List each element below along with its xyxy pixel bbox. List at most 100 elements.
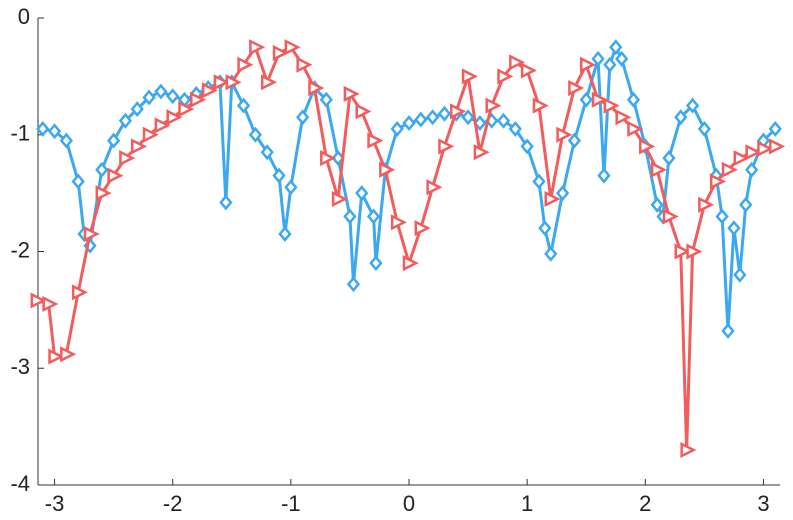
marker bbox=[556, 126, 573, 143]
marker bbox=[369, 255, 383, 272]
marker bbox=[597, 167, 611, 184]
marker bbox=[71, 173, 85, 190]
marker bbox=[461, 109, 475, 126]
marker bbox=[130, 138, 148, 155]
marker bbox=[674, 109, 688, 126]
marker bbox=[130, 101, 144, 118]
y-tick-label: -4 bbox=[10, 471, 30, 496]
marker bbox=[402, 255, 419, 272]
marker bbox=[591, 50, 605, 67]
marker bbox=[438, 138, 455, 155]
marker bbox=[414, 220, 431, 237]
marker bbox=[520, 138, 534, 155]
marker bbox=[544, 245, 558, 262]
marker bbox=[367, 132, 384, 149]
x-tick-label: -3 bbox=[45, 491, 65, 516]
marker bbox=[450, 103, 467, 120]
marker bbox=[284, 39, 301, 56]
marker bbox=[715, 208, 729, 225]
marker bbox=[639, 138, 656, 155]
marker bbox=[544, 190, 561, 207]
marker bbox=[685, 97, 700, 114]
marker bbox=[508, 120, 522, 137]
x-tick-label: 0 bbox=[403, 491, 415, 516]
series-line bbox=[36, 45, 776, 452]
marker bbox=[272, 45, 289, 62]
x-tick-label: 2 bbox=[639, 491, 651, 516]
marker bbox=[615, 109, 632, 126]
marker bbox=[568, 80, 585, 97]
marker bbox=[166, 88, 180, 105]
marker bbox=[346, 276, 361, 293]
marker bbox=[461, 68, 478, 85]
marker bbox=[366, 208, 381, 225]
marker bbox=[674, 243, 691, 260]
marker bbox=[154, 117, 171, 134]
marker bbox=[379, 161, 396, 178]
marker bbox=[567, 132, 582, 149]
marker bbox=[745, 144, 762, 161]
marker bbox=[60, 346, 77, 363]
x-tick-label: 3 bbox=[757, 491, 769, 516]
marker bbox=[603, 56, 617, 73]
marker bbox=[745, 161, 759, 178]
marker bbox=[662, 150, 676, 167]
marker bbox=[42, 296, 59, 313]
marker bbox=[272, 167, 286, 184]
marker bbox=[237, 56, 254, 73]
marker bbox=[142, 126, 159, 143]
marker bbox=[201, 82, 218, 99]
marker bbox=[769, 138, 786, 155]
marker bbox=[390, 214, 407, 231]
marker bbox=[48, 348, 65, 365]
marker bbox=[662, 208, 679, 225]
marker bbox=[249, 39, 266, 56]
marker bbox=[603, 97, 620, 114]
marker bbox=[426, 179, 443, 196]
marker bbox=[538, 220, 552, 237]
marker bbox=[178, 101, 195, 118]
marker bbox=[733, 150, 750, 167]
marker bbox=[308, 80, 325, 97]
marker bbox=[95, 161, 109, 178]
marker bbox=[627, 120, 644, 137]
marker bbox=[260, 144, 274, 161]
marker bbox=[296, 109, 310, 126]
marker bbox=[727, 220, 741, 237]
marker bbox=[579, 56, 597, 73]
marker bbox=[343, 208, 357, 225]
marker bbox=[721, 161, 738, 178]
marker bbox=[95, 185, 112, 202]
marker bbox=[390, 120, 404, 137]
marker bbox=[219, 194, 233, 211]
marker bbox=[236, 97, 251, 114]
marker bbox=[36, 120, 50, 137]
marker bbox=[733, 266, 747, 283]
marker bbox=[106, 132, 121, 149]
marker bbox=[190, 91, 207, 108]
series-line bbox=[42, 45, 777, 333]
marker bbox=[579, 91, 593, 108]
marker bbox=[532, 97, 549, 114]
marker bbox=[296, 56, 313, 73]
marker bbox=[248, 126, 263, 143]
x-tick-label: -1 bbox=[281, 491, 301, 516]
marker bbox=[355, 103, 372, 120]
marker bbox=[355, 185, 369, 202]
marker bbox=[331, 190, 348, 207]
marker bbox=[284, 179, 298, 196]
marker bbox=[485, 97, 502, 114]
marker bbox=[118, 112, 133, 129]
marker bbox=[555, 185, 570, 202]
marker bbox=[402, 115, 416, 132]
marker bbox=[768, 120, 782, 137]
marker bbox=[71, 284, 88, 301]
marker bbox=[509, 54, 526, 71]
marker bbox=[757, 140, 774, 157]
marker bbox=[532, 173, 546, 190]
marker bbox=[680, 441, 697, 458]
x-tick-label: -2 bbox=[163, 491, 183, 516]
marker bbox=[591, 91, 608, 108]
y-tick-label: 0 bbox=[18, 4, 30, 29]
